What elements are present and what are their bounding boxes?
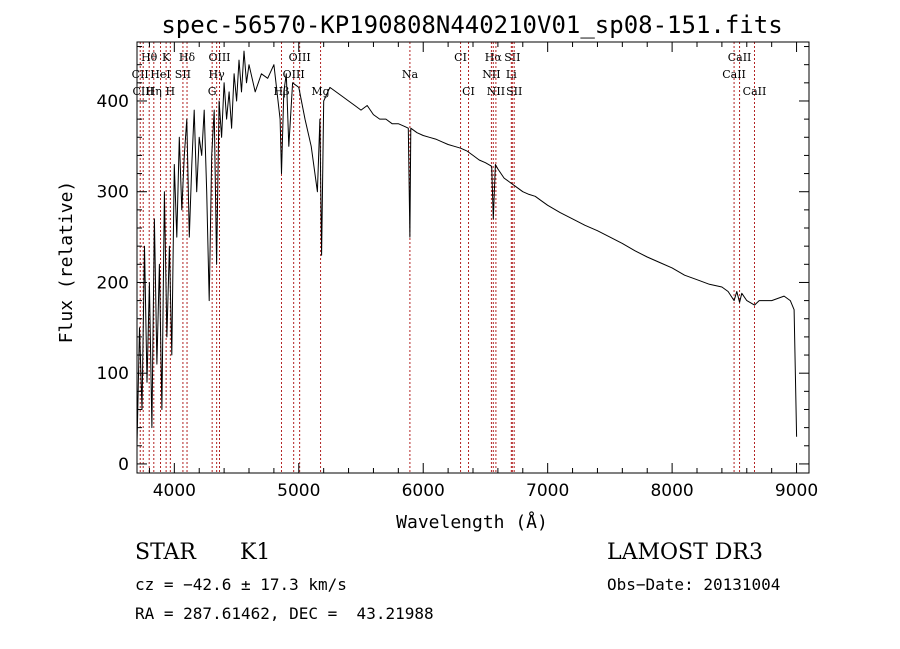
- x-tick-label-0: 4000: [153, 481, 196, 501]
- line-marker-label-5: CI: [454, 51, 467, 64]
- coordinates: RA = 287.61462, DEC = 43.21988: [135, 604, 434, 623]
- x-tick-label-4: 8000: [650, 481, 693, 501]
- line-marker-label-27: CaII: [743, 85, 767, 98]
- line-marker-label-16: Li: [506, 68, 517, 81]
- line-marker-label-6: Hα: [485, 51, 503, 64]
- line-marker-label-20: H: [166, 85, 176, 98]
- line-marker-label-15: NII: [482, 68, 500, 81]
- y-tick-label-0: 0: [118, 455, 129, 475]
- line-marker-label-26: SII: [506, 85, 522, 98]
- line-marker-label-1: K: [162, 51, 171, 64]
- line-marker-label-4: OIII: [289, 51, 311, 64]
- line-marker-label-8: CaII: [728, 51, 752, 64]
- x-axis: 4000 5000 6000 7000 8000 9000: [148, 42, 818, 501]
- y-tick-label-2: 200: [97, 273, 129, 293]
- obs-date: Obs−Date: 20131004: [607, 575, 781, 594]
- redshift-readout: cz = −42.6 ± 17.3 km/s: [135, 575, 347, 594]
- y-axis-label: Flux (relative): [56, 181, 77, 344]
- y-tick-label-3: 300: [97, 183, 129, 203]
- line-marker-label-14: Na: [402, 68, 419, 81]
- line-marker-label-10: HeI: [150, 68, 170, 81]
- plot-frame: [136, 41, 810, 474]
- line-marker-label-21: G: [208, 85, 217, 98]
- x-tick-label-3: 7000: [526, 481, 569, 501]
- line-marker-label-3: OIII: [208, 51, 230, 64]
- line-marker-label-18: CIII: [132, 85, 153, 98]
- y-tick-label-1: 100: [97, 364, 129, 384]
- x-tick-label-2: 6000: [402, 481, 445, 501]
- x-tick-label-5: 9000: [775, 481, 818, 501]
- line-marker-label-13: OIII: [283, 68, 305, 81]
- chart-title: spec-56570-KP190808N440210V01_sp08-151.f…: [161, 11, 782, 39]
- line-marker-label-19: Hη: [146, 85, 162, 98]
- subclass-label: K1: [240, 540, 271, 565]
- line-marker-label-12: Hγ: [209, 68, 226, 81]
- y-axis: 0 100 200 300 400: [97, 46, 809, 475]
- line-marker-label-9: CII: [132, 68, 149, 81]
- series-line-spectrum: [136, 50, 798, 446]
- survey-label: LAMOST DR3: [607, 540, 763, 565]
- y-tick-label-4: 400: [97, 92, 129, 112]
- line-marker-label-23: Mg: [311, 85, 329, 98]
- spectrum-series: [136, 50, 798, 446]
- line-marker-label-24: CI: [462, 85, 475, 98]
- line-marker-label-7: SII: [504, 51, 520, 64]
- line-marker-label-17: CaII: [722, 68, 746, 81]
- x-axis-label: Wavelength (Å): [396, 511, 548, 533]
- class-label: STAR: [135, 540, 196, 565]
- x-tick-label-1: 5000: [277, 481, 320, 501]
- line-marker-label-11: SII: [175, 68, 191, 81]
- line-marker-label-2: Hδ: [179, 51, 196, 64]
- line-marker-label-25: NII: [487, 85, 505, 98]
